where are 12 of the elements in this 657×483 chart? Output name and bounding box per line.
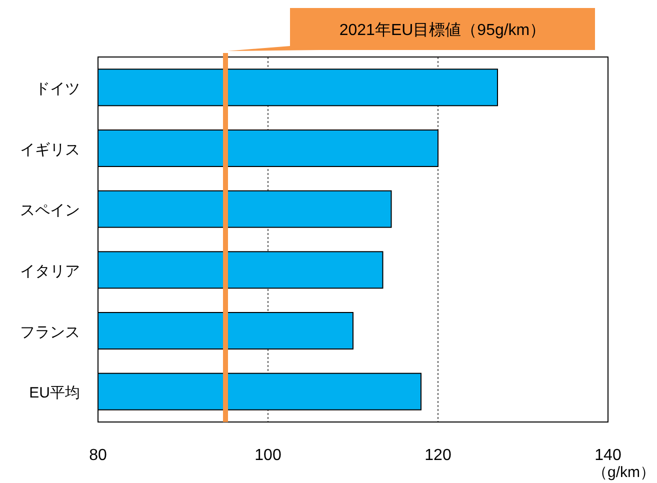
y-tick-label: ドイツ <box>35 80 80 98</box>
x-tick-label: 80 <box>89 447 107 464</box>
x-tick-label: 120 <box>424 447 452 464</box>
x-axis-title: （g/km） <box>592 464 655 481</box>
x-tick-label: 100 <box>254 447 282 464</box>
ref-line-label: 2021年EU目標値（95g/km） <box>339 21 546 39</box>
y-tick-label: フランス <box>20 324 80 341</box>
y-tick-label: スペイン <box>20 202 80 220</box>
y-tick-label: イギリス <box>20 141 80 158</box>
y-tick-label: EU平均 <box>29 384 80 402</box>
x-tick-label: 140 <box>594 447 622 464</box>
y-tick-label: イタリア <box>20 262 80 280</box>
